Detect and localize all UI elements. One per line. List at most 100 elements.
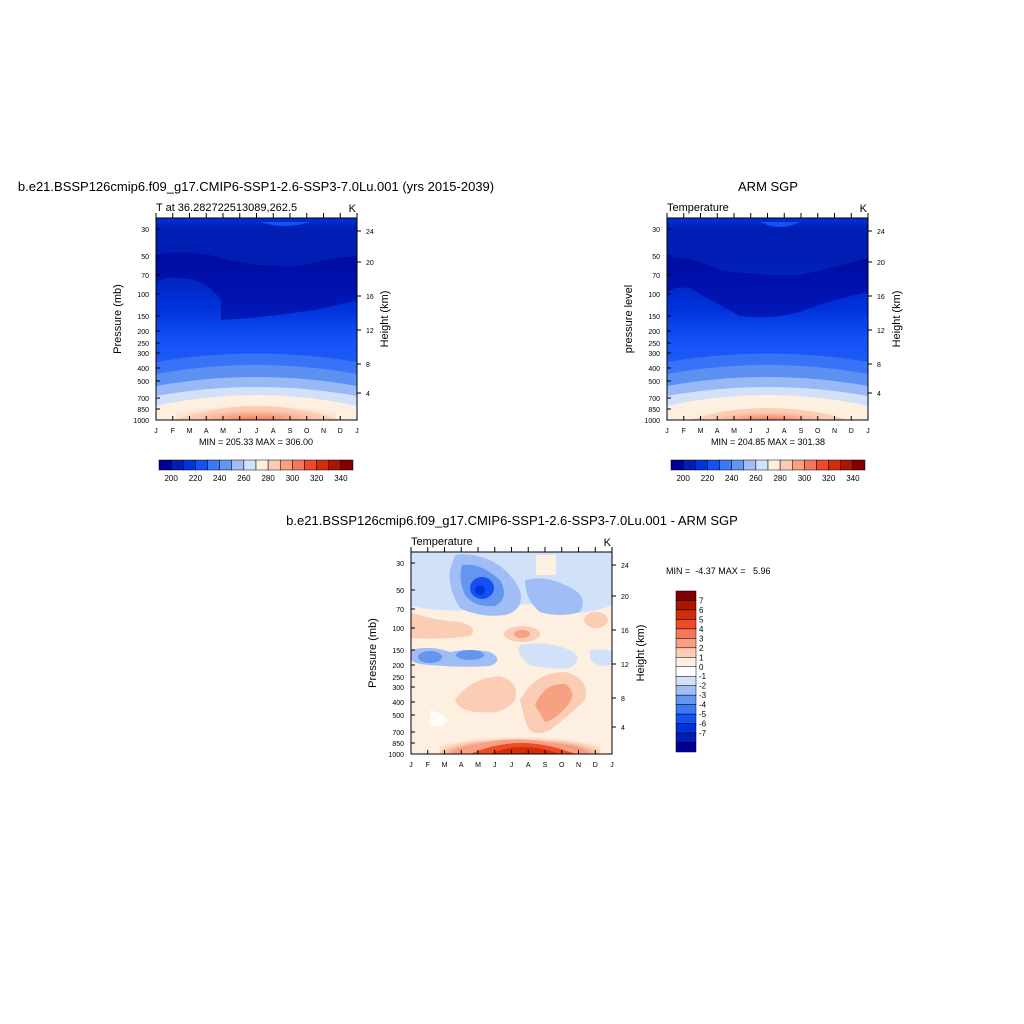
colorbar-swatch <box>675 732 697 743</box>
panel-model-minmax: MIN = 205.33 MAX = 306.00 <box>199 437 313 447</box>
colorbar-tick-label: 1 <box>699 653 704 662</box>
pressure-tick-label: 100 <box>137 292 149 299</box>
colorbar-swatch <box>158 459 172 471</box>
panel-observation-colorbar: 200 220 240 260 280 300 320 340 <box>670 459 866 483</box>
pressure-tick-label: 1000 <box>644 418 660 425</box>
colorbar-tick-label: -6 <box>699 720 707 729</box>
panel-model-ylabel: Pressure (mb) <box>112 284 124 354</box>
colorbar-swatch <box>675 619 697 630</box>
colorbar-tick-label: 280 <box>773 474 787 483</box>
height-tick-label: 16 <box>621 628 629 635</box>
colorbar-swatch <box>675 647 697 658</box>
colorbar-swatch <box>207 459 220 471</box>
month-tick-label: N <box>576 762 581 769</box>
pressure-tick-label: 500 <box>392 713 404 720</box>
pressure-tick-label: 70 <box>141 273 149 280</box>
pressure-tick-label: 400 <box>137 366 149 373</box>
colorbar-swatch <box>755 459 769 471</box>
panel-difference-subtitle: Temperature <box>411 536 473 548</box>
pressure-tick-label: 300 <box>648 351 660 358</box>
month-tick-label: J <box>238 428 242 435</box>
colorbar-swatch <box>675 638 697 649</box>
panel-model-ylabel-right: Height (km) <box>379 291 391 348</box>
pressure-tick-label: 250 <box>648 341 660 348</box>
colorbar-tick-label: -3 <box>699 691 707 700</box>
month-tick-label: J <box>749 428 753 435</box>
colorbar-tick-label: 4 <box>699 625 704 634</box>
colorbar-tick-label: -4 <box>699 701 707 710</box>
month-tick-label: J <box>665 428 669 435</box>
colorbar-swatch <box>170 459 184 471</box>
month-tick-label: S <box>288 428 293 435</box>
colorbar-swatch <box>828 459 841 471</box>
colorbar-swatch <box>255 459 269 471</box>
colorbar-tick-label: 7 <box>699 596 704 605</box>
month-tick-label: A <box>204 428 209 435</box>
month-tick-label: D <box>849 428 854 435</box>
pressure-tick-label: 70 <box>652 273 660 280</box>
pressure-tick-label: 850 <box>137 407 149 414</box>
pressure-tick-label: 30 <box>652 227 660 234</box>
month-tick-label: S <box>543 762 548 769</box>
colorbar-swatch <box>243 459 257 471</box>
panel-difference-ylabel: Pressure (mb) <box>367 618 379 688</box>
height-tick-label: 8 <box>877 362 881 369</box>
colorbar-swatch <box>195 459 208 471</box>
month-tick-label: A <box>459 762 464 769</box>
panel-difference-minmax: MIN = -4.37 MAX = 5.96 <box>666 566 771 576</box>
colorbar-tick-label: 5 <box>699 615 704 624</box>
colorbar-swatch <box>328 459 342 471</box>
colorbar-swatch <box>675 713 697 724</box>
panel-observation-contour-field <box>667 218 868 420</box>
month-tick-label: M <box>698 428 704 435</box>
height-tick-label: 8 <box>621 696 625 703</box>
panel-model: b.e21.BSSP126cmip6.f09_g17.CMIP6-SSP1-2.… <box>18 179 494 483</box>
pressure-tick-label: 700 <box>648 396 660 403</box>
panel-model-unit: K <box>349 203 357 215</box>
month-tick-label: D <box>593 762 598 769</box>
month-tick-label: M <box>731 428 737 435</box>
panel-observation-unit: K <box>860 203 868 215</box>
colorbar-swatch <box>231 459 245 471</box>
month-tick-label: A <box>715 428 720 435</box>
colorbar-tick-label: 340 <box>334 474 348 483</box>
panel-observation-minmax: MIN = 204.85 MAX = 301.38 <box>711 437 825 447</box>
month-tick-label: J <box>510 762 514 769</box>
colorbar-swatch <box>682 459 696 471</box>
month-tick-label: J <box>866 428 870 435</box>
panel-difference-axes: 30 50 70 100 150 200 250 300 400 500 700 850 1000 24 2… <box>388 547 629 769</box>
pressure-tick-label: 50 <box>396 588 404 595</box>
month-tick-label: J <box>355 428 359 435</box>
panel-observation-axes: 30 50 70 100 150 200 250 300 400 500 700 850 1000 24 2… <box>644 213 885 435</box>
pressure-tick-label: 1000 <box>388 752 404 759</box>
colorbar-swatch <box>816 459 829 471</box>
month-tick-label: N <box>832 428 837 435</box>
colorbar-swatch <box>840 459 854 471</box>
colorbar-swatch <box>280 459 293 471</box>
colorbar-swatch <box>316 459 329 471</box>
panel-model-contour-field <box>156 218 357 420</box>
colorbar-tick-label: 2 <box>699 644 704 653</box>
colorbar-swatch <box>695 459 708 471</box>
height-tick-label: 12 <box>621 662 629 669</box>
month-tick-label: J <box>766 428 770 435</box>
month-tick-label: M <box>187 428 193 435</box>
pressure-tick-label: 150 <box>392 648 404 655</box>
colorbar-tick-label: 200 <box>164 474 178 483</box>
pressure-tick-label: 250 <box>137 341 149 348</box>
pressure-tick-label: 500 <box>648 379 660 386</box>
colorbar-swatch <box>779 459 793 471</box>
colorbar-swatch <box>183 459 196 471</box>
month-tick-label: J <box>255 428 259 435</box>
colorbar-tick-label: 300 <box>286 474 300 483</box>
height-tick-label: 16 <box>877 294 885 301</box>
month-tick-label: J <box>493 762 497 769</box>
colorbar-tick-label: 340 <box>846 474 860 483</box>
colorbar-swatch <box>675 704 697 715</box>
month-tick-label: O <box>559 762 565 769</box>
month-tick-label: O <box>304 428 310 435</box>
pressure-tick-label: 850 <box>648 407 660 414</box>
month-tick-label: J <box>610 762 614 769</box>
colorbar-tick-label: 220 <box>189 474 203 483</box>
